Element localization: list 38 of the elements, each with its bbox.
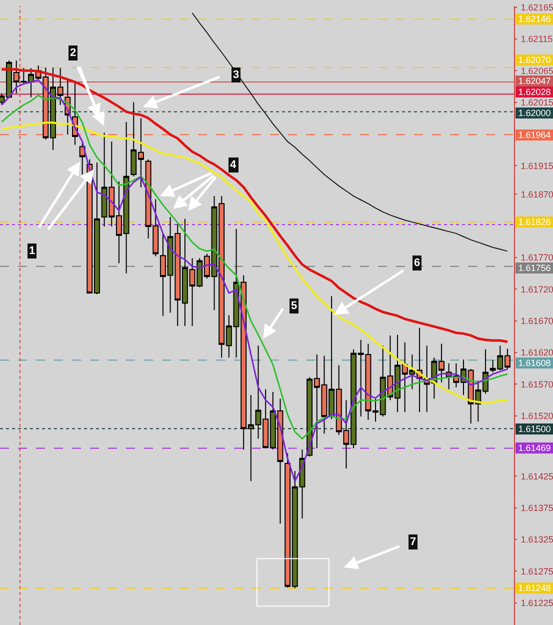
y-tick-label: 1.61870	[520, 189, 553, 200]
ref-line-label: 1.61826	[518, 217, 551, 227]
y-tick-label: 1.62065	[520, 66, 553, 76]
y-tick-label: 1.61570	[520, 379, 553, 390]
y-tick-label: 1.61620	[520, 348, 553, 358]
y-tick-label: 1.61425	[520, 471, 553, 482]
ref-line-label: 1.61608	[518, 358, 551, 368]
line-series	[192, 12, 508, 252]
y-tick-label: 1.61225	[520, 598, 553, 608]
ref-line-label: 1.62047	[518, 76, 551, 86]
y-tick-label: 1.61670	[520, 316, 553, 326]
ref-line-label: 1.61248	[518, 583, 551, 593]
y-tick-label: 1.61275	[520, 566, 553, 576]
y-tick-label: 1.61720	[520, 284, 553, 294]
ref-line-label: 1.62146	[518, 14, 551, 24]
ref-line-label: 1.61500	[518, 424, 551, 434]
ref-line-label: 1.61756	[518, 263, 551, 273]
y-tick-label: 1.61375	[520, 502, 553, 513]
line-series	[0, 122, 508, 404]
y-tick-label: 1.61520	[520, 411, 553, 422]
ref-line-label: 1.62000	[518, 108, 551, 118]
ref-line-label: 1.61469	[518, 443, 551, 453]
annotation: 1	[29, 245, 36, 257]
y-tick-label: 1.62165	[520, 2, 553, 12]
annotation: 7	[410, 536, 416, 548]
ref-line-label: 1.62028	[518, 87, 551, 97]
y-tick-label: 1.61915	[520, 160, 553, 171]
ref-line-label: 1.61964	[518, 130, 551, 140]
ref-line-label: 1.62070	[518, 55, 551, 65]
y-tick-label: 1.62115	[520, 34, 553, 44]
line-series	[0, 68, 509, 344]
annotation: 4	[230, 159, 237, 171]
y-tick-label: 1.61325	[520, 534, 553, 545]
annotation: 2	[70, 47, 76, 59]
y-tick-label: 1.61770	[520, 252, 553, 263]
annotation: 6	[414, 257, 420, 269]
y-tick-label: 1.62015	[520, 97, 553, 108]
annotation: 5	[291, 300, 298, 312]
